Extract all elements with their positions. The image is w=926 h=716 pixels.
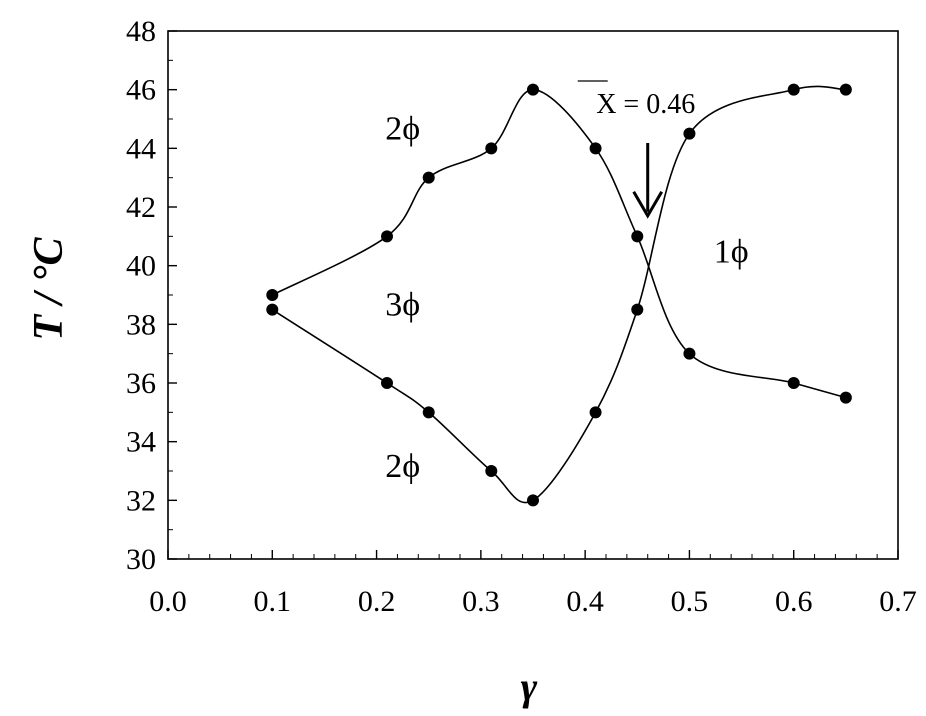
phase-region-label: 1ϕ [714, 234, 749, 271]
data-point [381, 230, 393, 243]
x-tick-label: 0.4 [566, 585, 604, 618]
y-axis-title: T / °C [26, 236, 72, 340]
data-point [485, 465, 498, 477]
x-tick-label: 0.0 [149, 585, 187, 618]
series-curves [271, 85, 847, 504]
data-point [839, 83, 852, 96]
data-point [527, 83, 539, 96]
x-tick-label: 0.7 [879, 585, 917, 618]
x-tick-label: 0.6 [775, 585, 813, 618]
x-tick-label: 0.3 [462, 585, 500, 618]
y-tick-label: 42 [126, 191, 156, 224]
data-point [631, 303, 644, 316]
series-points [266, 83, 852, 507]
y-tick-labels: 30 32 34 36 38 40 42 44 46 48 [126, 15, 156, 576]
y-tick-label: 38 [126, 308, 156, 341]
data-point [787, 377, 800, 389]
data-point [527, 494, 539, 507]
phase-region-label: 2ϕ [385, 448, 420, 485]
data-point [787, 83, 800, 96]
series-line-2 [271, 85, 846, 504]
arrow-head [632, 191, 664, 219]
x-tick-label: 0.1 [254, 585, 292, 618]
data-point [266, 303, 279, 316]
data-point [683, 127, 696, 140]
series-line-1 [271, 88, 847, 399]
data-point [589, 406, 602, 419]
x-tick-label: 0.2 [358, 585, 396, 618]
x-tick-labels: 0.0 0.1 0.2 0.3 0.4 0.5 0.6 0.7 [149, 585, 917, 618]
data-point [381, 377, 393, 389]
x-axis-title: γ [521, 664, 538, 709]
y-tick-label: 34 [126, 426, 156, 459]
data-point [422, 406, 435, 419]
y-tick-label: 32 [126, 484, 156, 517]
y-tick-label: 44 [126, 132, 156, 165]
y-tick-label: 46 [126, 74, 156, 107]
phase-region-label: 3ϕ [385, 287, 420, 324]
y-tick-label: 40 [126, 250, 156, 283]
phase-region-label: 2ϕ [385, 111, 420, 148]
data-point [683, 347, 696, 360]
y-tick-label: 48 [126, 15, 156, 48]
axis-ticks [167, 30, 899, 560]
region-labels: 2ϕ 3ϕ 2ϕ 1ϕ [385, 111, 748, 485]
data-point [589, 142, 602, 155]
y-tick-label: 36 [126, 367, 156, 400]
y-tick-label: 30 [126, 543, 156, 576]
data-point [422, 171, 435, 184]
composition-label: X = 0.46 [596, 89, 695, 120]
data-point [839, 391, 852, 404]
data-point [266, 289, 279, 301]
data-point [485, 142, 498, 155]
data-point [631, 230, 644, 243]
x-tick-label: 0.5 [671, 585, 709, 618]
composition-annotation: X = 0.46 [577, 80, 695, 219]
